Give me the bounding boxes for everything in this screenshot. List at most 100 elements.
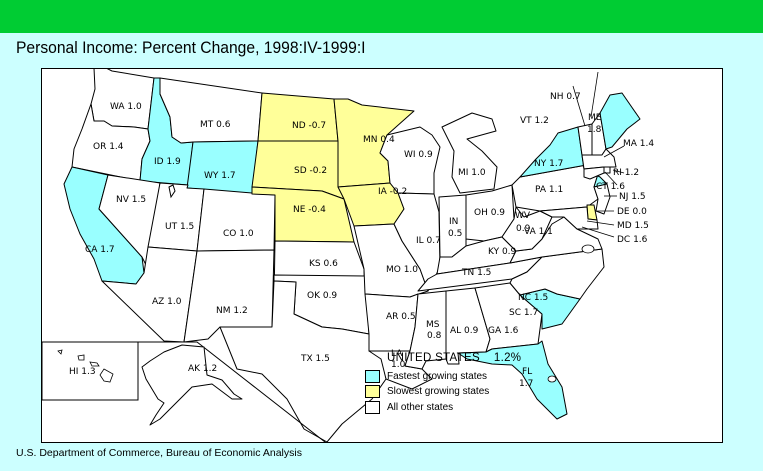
legend-swatch-slowest (365, 384, 380, 398)
label-WA: WA 1.0 (110, 102, 142, 112)
label-NM: NM 1.2 (216, 306, 248, 316)
us-total-label: UNITED STATES (387, 352, 480, 364)
label-VT: VT 1.2 (520, 116, 549, 126)
state-WY[interactable] (186, 140, 259, 195)
label-VA: VA 1.1 (524, 227, 553, 237)
us-total: UNITED STATES 1.2% (387, 352, 521, 364)
label-CO: CO 1.0 (223, 229, 254, 239)
label-DE: DE 0.0 (617, 207, 647, 217)
great-salt-lake (168, 184, 176, 199)
label-PA: PA 1.1 (535, 185, 563, 195)
label-MT: MT 0.6 (200, 120, 231, 130)
source-credit: U.S. Department of Commerce, Bureau of E… (16, 447, 302, 459)
label-NV: NV 1.5 (116, 195, 146, 205)
label-KS: KS 0.6 (309, 259, 338, 269)
label-IN: IN (449, 217, 458, 227)
label-OR: OR 1.4 (93, 142, 124, 152)
legend-item-slowest: Slowest growing states (365, 384, 489, 398)
label-RI: RI 1.2 (613, 168, 639, 178)
label-TX: TX 1.5 (300, 354, 330, 364)
label-IN-value: 0.5 (448, 229, 462, 239)
hawaii-islands (57, 349, 114, 383)
label-KY: KY 0.9 (488, 247, 517, 257)
state-ND[interactable] (257, 92, 339, 142)
state-NJ[interactable] (593, 183, 611, 215)
label-AK: AK 1.2 (188, 364, 217, 374)
state-AK[interactable] (141, 344, 243, 426)
label-AZ: AZ 1.0 (152, 297, 182, 307)
label-IL: IL 0.7 (416, 236, 441, 246)
legend-swatch-fastest (365, 369, 380, 383)
label-MI: MI 1.0 (458, 168, 486, 178)
label-NE: NE -0.4 (293, 205, 326, 215)
state-MI[interactable] (441, 112, 498, 194)
atlantic-island (581, 244, 595, 254)
label-NY: NY 1.7 (534, 159, 563, 169)
state-AR[interactable] (364, 293, 419, 352)
label-FL: FL (522, 367, 532, 377)
us-map-svg: WA 1.0 OR 1.4 CA 1.7 ID 1.9 NV 1.5 MT 0.… (42, 69, 654, 442)
label-TN: TN 1.5 (461, 268, 491, 278)
state-NC[interactable] (509, 248, 605, 300)
label-DC: DC 1.6 (617, 235, 648, 245)
header-bar (0, 0, 763, 33)
us-total-value: 1.2% (493, 352, 522, 364)
label-CT: CT 1.6 (596, 182, 625, 192)
state-WI[interactable] (379, 126, 441, 195)
label-LA-value: 1.0 (391, 360, 406, 370)
state-CO[interactable] (196, 188, 276, 252)
label-MD: MD 1.5 (617, 221, 649, 231)
us-map: WA 1.0 OR 1.4 CA 1.7 ID 1.9 NV 1.5 MT 0.… (41, 68, 723, 443)
label-CA: CA 1.7 (85, 245, 115, 255)
hawaii-inset (42, 341, 139, 401)
state-MT[interactable] (159, 77, 263, 144)
legend-item-other: All other states (365, 400, 453, 414)
leader-lines (572, 71, 625, 238)
label-OK: OK 0.9 (307, 291, 337, 301)
state-IL[interactable] (393, 192, 441, 292)
label-MS-value: 0.8 (427, 331, 442, 341)
state-FL[interactable] (457, 340, 568, 420)
state-DE[interactable] (586, 204, 598, 221)
label-NJ: NJ 1.5 (619, 192, 646, 202)
state-CT[interactable] (583, 166, 605, 180)
label-WY: WY 1.7 (204, 171, 236, 181)
label-WV-value: 0.9 (516, 224, 531, 234)
state-WA[interactable] (90, 69, 155, 130)
legend-swatch-other (365, 400, 380, 414)
legend-item-fastest: Fastest growing states (365, 369, 487, 383)
label-SD: SD -0.2 (294, 166, 327, 176)
label-HI: HI 1.3 (69, 367, 96, 377)
label-GA: GA 1.6 (488, 326, 519, 336)
label-ME-value: 1.8 (587, 125, 602, 135)
legend-label-slowest: Slowest growing states (387, 385, 490, 397)
label-ND: ND -0.7 (292, 121, 326, 131)
state-MD[interactable] (539, 206, 599, 230)
label-MA: MA 1.4 (623, 139, 654, 149)
page-title: Personal Income: Percent Change, 1998:IV… (16, 38, 366, 57)
state-labels: WA 1.0 OR 1.4 CA 1.7 ID 1.9 NV 1.5 MT 0.… (69, 92, 654, 389)
label-NH: NH 0.7 (550, 92, 581, 102)
label-FL-value: 1.7 (519, 379, 533, 389)
label-MS: MS (426, 320, 440, 330)
label-NC: NC 1.5 (518, 293, 548, 303)
state-TX[interactable] (219, 280, 387, 442)
label-ME: ME (588, 113, 602, 123)
label-MO: MO 1.0 (386, 265, 418, 275)
state-ME[interactable] (599, 92, 641, 150)
label-IA: IA -0.2 (378, 187, 407, 197)
lake-okeechobee (547, 375, 557, 383)
label-AL: AL 0.9 (450, 326, 479, 336)
label-UT: UT 1.5 (165, 222, 194, 232)
label-MN: MN 0.4 (363, 135, 395, 145)
label-LA: LA (391, 349, 403, 359)
label-WI: WI 0.9 (404, 150, 433, 160)
label-ID: ID 1.9 (154, 157, 181, 167)
label-OH: OH 0.9 (474, 208, 505, 218)
label-SC: SC 1.7 (509, 308, 538, 318)
legend-label-other: All other states (387, 401, 454, 413)
label-WV: WV (515, 211, 531, 221)
legend-label-fastest: Fastest growing states (387, 370, 488, 382)
label-AR: AR 0.5 (386, 312, 416, 322)
